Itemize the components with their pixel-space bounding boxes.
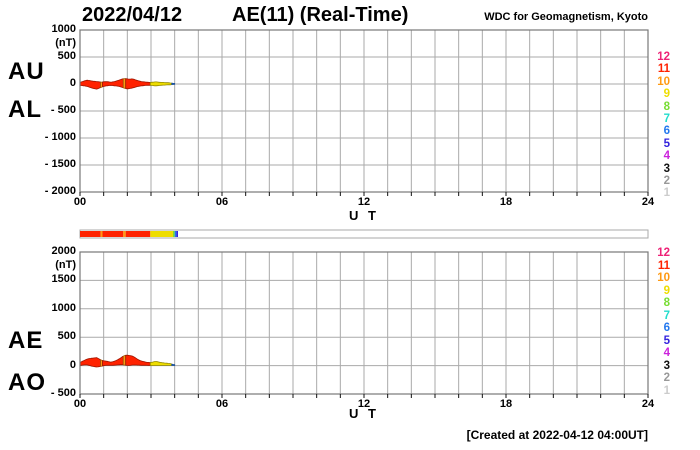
x-tick-label: 24 [641,398,655,410]
colorbar-segment [125,231,151,237]
y-tick-label: 500 [57,330,76,343]
label-ae: AE [8,327,44,354]
colorbar-segment [80,231,101,237]
y-tick-label: 500 [57,50,76,62]
legend-station-count: 1 [663,187,670,200]
y-tick-label: - 500 [50,387,76,399]
colorbar-segment [176,231,178,237]
x-tick-label: 06 [215,398,229,410]
station-count-legend-top: 12 11 10 9 8 7 6 5 4 3 2 1 [648,51,670,200]
station-count-legend-bottom: 12 11 10 9 8 7 6 5 4 3 2 1 [648,247,670,397]
legend-station-count: 4 [663,150,670,163]
x-tick-label: 12 [357,398,371,410]
y-tick-label: - 500 [50,104,76,116]
y-tick-label: - 1500 [44,158,76,170]
x-tick-label: 12 [357,196,371,208]
colorbar-segment [173,231,175,237]
x-tick-label: 18 [499,398,513,410]
legend-station-count: 8 [663,100,670,113]
x-tick-label: 00 [73,196,87,208]
y-axis-unit-top: (nT) [55,37,76,49]
y-tick-label: 2000 [51,245,76,257]
y-tick-label: 1500 [51,273,76,286]
legend-station-count: 10 [657,75,670,88]
y-axis-unit-bottom: (nT) [55,259,76,271]
legend-station-count: 6 [663,125,670,138]
index-trace-segment [171,363,176,366]
y-tick-label: 0 [69,358,76,371]
index-trace-segment [171,82,176,85]
legend-station-count: 5 [663,137,670,150]
legend-station-count: 9 [663,284,670,297]
legend-station-count: 9 [663,88,670,101]
legend-station-count: 8 [663,297,670,309]
legend-station-count: 5 [663,334,670,347]
legend-station-count: 7 [663,113,670,126]
source-credit: WDC for Geomagnetism, Kyoto [484,11,648,23]
legend-station-count: 6 [663,322,670,334]
legend-station-count: 3 [663,162,670,175]
y-tick-label: - 1000 [44,131,76,143]
y-tick-label: 1000 [51,23,76,35]
legend-station-count: 10 [657,272,670,284]
y-tick-label: 0 [69,77,76,89]
legend-station-count: 4 [663,347,670,359]
colorbar-segment [100,231,103,237]
y-tick-label: 1000 [51,301,76,314]
legend-station-count: 11 [657,63,670,76]
colorbar-segment [102,231,124,237]
legend-station-count: 12 [657,51,670,63]
label-al: AL [8,96,42,123]
legend-station-count: 3 [663,359,670,372]
colorbar-segment [150,231,174,237]
x-tick-label: 24 [641,196,655,208]
legend-station-count: 7 [663,309,670,322]
plot-date: 2022/04/12 [82,4,183,26]
x-tick-label: 18 [499,196,513,208]
y-tick-label: - 2000 [44,185,76,197]
colorbar-segment [174,231,177,237]
colorbar-segment [123,231,126,237]
x-axis-label-bottom: U T [349,406,379,421]
x-tick-label: 06 [215,196,229,208]
legend-station-count: 2 [663,175,670,188]
plot-title: AE(11) (Real-Time) [232,4,409,26]
legend-station-count: 12 [657,247,670,259]
label-au: AU [8,58,45,85]
x-tick-label: 00 [73,398,87,410]
created-timestamp: [Created at 2022-04-12 04:00UT] [466,428,648,442]
legend-station-count: 11 [657,259,670,272]
x-axis-label-top: U T [349,208,379,223]
legend-station-count: 1 [663,384,670,397]
legend-station-count: 2 [663,372,670,384]
label-ao: AO [8,369,46,396]
